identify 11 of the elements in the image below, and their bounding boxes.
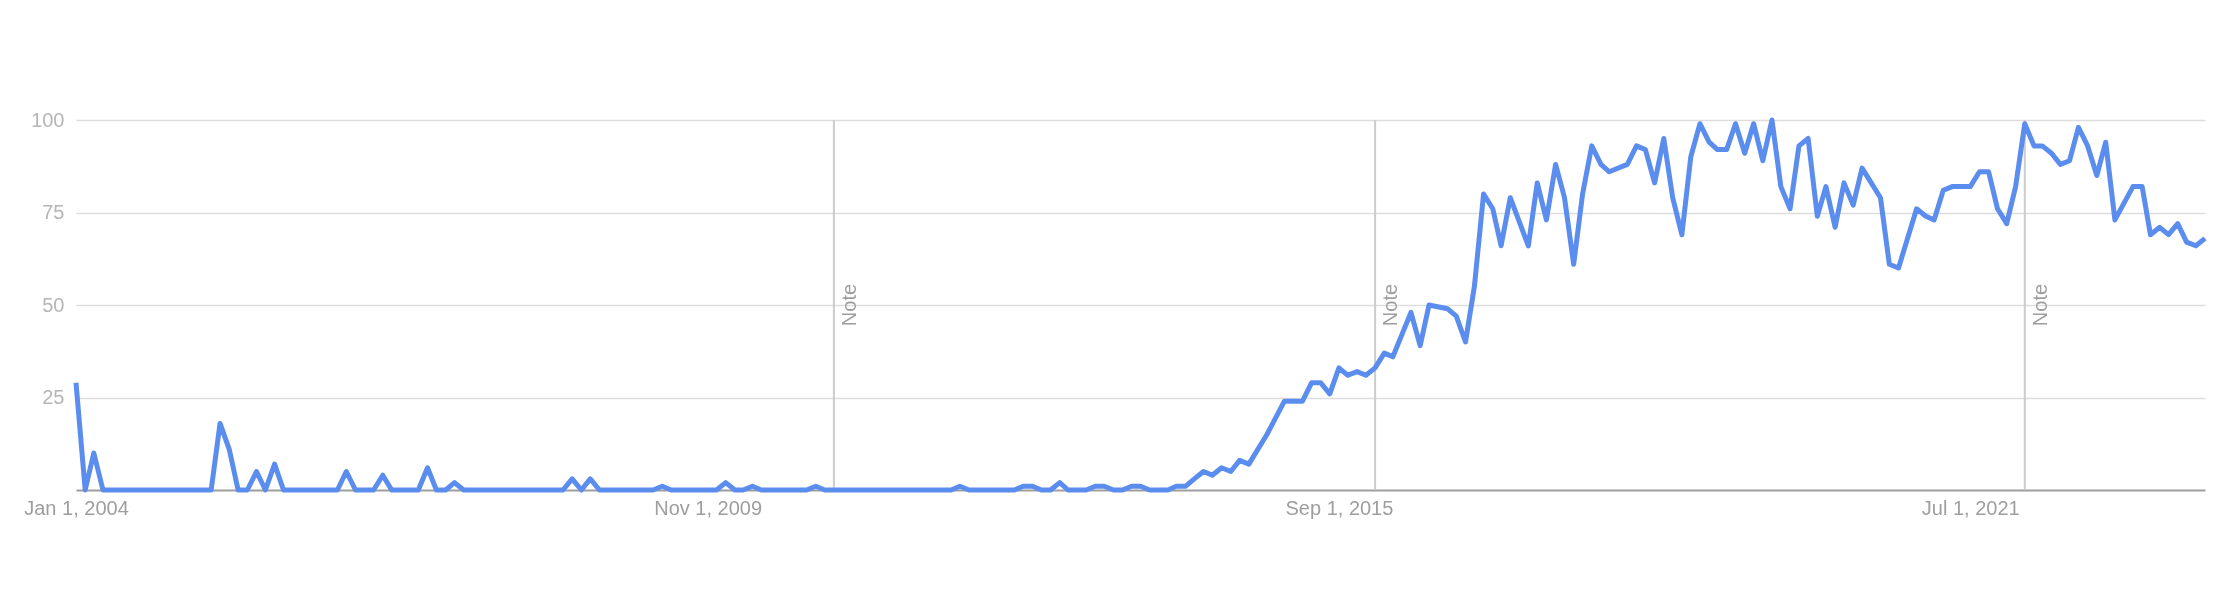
x-tick-label: Sep 1, 2015 xyxy=(1285,496,1394,519)
ref-line-label: Note xyxy=(837,283,860,327)
y-tick-label: 50 xyxy=(42,293,65,316)
ref-line-label: Note xyxy=(1379,283,1402,327)
x-tick-label: Jan 1, 2004 xyxy=(24,496,129,519)
x-tick-label: Jul 1, 2021 xyxy=(1921,496,2020,519)
ref-line-label: Note xyxy=(2028,283,2051,327)
y-tick-label: 75 xyxy=(42,201,65,223)
y-tick-label: 100 xyxy=(31,108,65,131)
y-tick-label: 25 xyxy=(42,386,65,408)
x-tick-label: Nov 1, 2009 xyxy=(654,496,763,519)
